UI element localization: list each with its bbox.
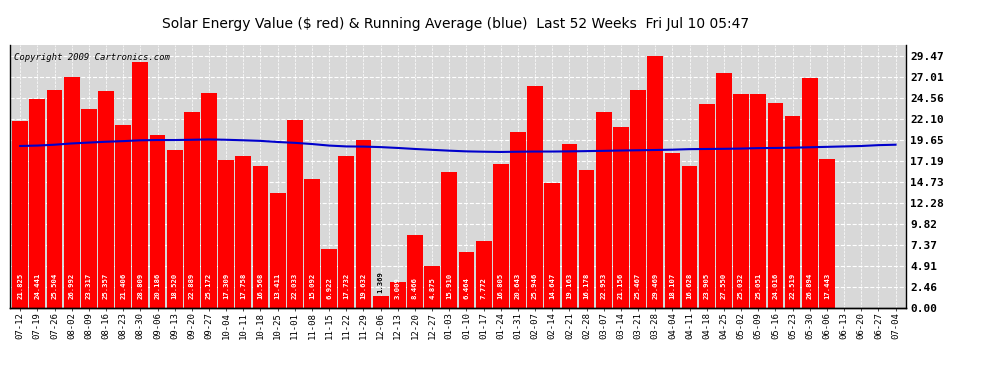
Text: 19.163: 19.163 — [566, 273, 572, 299]
Bar — [98, 92, 114, 308]
Text: 23.317: 23.317 — [86, 273, 92, 299]
Bar — [407, 236, 423, 308]
Text: 22.889: 22.889 — [189, 273, 195, 299]
Bar — [339, 156, 354, 308]
Bar — [664, 153, 680, 308]
Text: 25.051: 25.051 — [755, 273, 761, 299]
Text: 13.411: 13.411 — [274, 273, 280, 299]
Bar — [750, 94, 766, 308]
Text: 6.464: 6.464 — [463, 277, 469, 299]
Text: 20.186: 20.186 — [154, 273, 160, 299]
Bar — [47, 90, 62, 308]
Bar — [373, 296, 388, 307]
Bar — [767, 103, 783, 308]
Bar — [236, 156, 251, 308]
Bar — [476, 241, 491, 308]
Bar — [63, 78, 79, 308]
Text: 18.520: 18.520 — [171, 273, 177, 299]
Bar — [321, 249, 337, 308]
Bar — [734, 94, 749, 308]
Bar — [716, 73, 732, 308]
Text: 17.758: 17.758 — [241, 273, 247, 299]
Text: 22.033: 22.033 — [292, 273, 298, 299]
Text: 25.504: 25.504 — [51, 273, 57, 299]
Bar — [115, 125, 131, 308]
Bar — [442, 172, 457, 308]
Text: 6.922: 6.922 — [326, 277, 333, 299]
Text: 3.009: 3.009 — [395, 277, 401, 299]
Text: 4.875: 4.875 — [429, 277, 436, 299]
Text: 16.805: 16.805 — [498, 273, 504, 299]
Bar — [544, 183, 560, 308]
Bar — [218, 160, 234, 308]
Text: 16.628: 16.628 — [687, 273, 693, 299]
Text: 1.369: 1.369 — [377, 272, 384, 293]
Text: 16.178: 16.178 — [583, 273, 590, 299]
Bar — [390, 282, 406, 308]
Bar — [269, 193, 285, 308]
Text: 21.156: 21.156 — [618, 273, 624, 299]
Text: 25.467: 25.467 — [636, 273, 642, 299]
Bar — [133, 62, 148, 308]
Bar — [287, 120, 303, 308]
Text: 29.469: 29.469 — [652, 273, 658, 299]
Bar — [647, 56, 663, 308]
Text: 22.953: 22.953 — [601, 273, 607, 299]
Bar — [528, 86, 543, 308]
Bar — [510, 132, 526, 308]
Text: 17.443: 17.443 — [824, 273, 830, 299]
Text: 7.772: 7.772 — [480, 277, 487, 299]
Bar — [596, 112, 612, 308]
Text: 25.357: 25.357 — [103, 273, 109, 299]
Text: 15.092: 15.092 — [309, 273, 315, 299]
Text: 27.550: 27.550 — [721, 273, 727, 299]
Bar — [699, 104, 715, 308]
Text: 25.946: 25.946 — [532, 273, 539, 299]
Bar — [458, 252, 474, 308]
Bar — [30, 99, 46, 308]
Text: 15.910: 15.910 — [446, 273, 452, 299]
Text: 22.519: 22.519 — [790, 273, 796, 299]
Bar — [252, 166, 268, 308]
Text: 28.809: 28.809 — [138, 273, 144, 299]
Bar — [613, 127, 629, 308]
Text: 8.466: 8.466 — [412, 277, 418, 299]
Text: 24.441: 24.441 — [35, 273, 41, 299]
Bar — [785, 116, 801, 308]
Bar — [12, 122, 28, 308]
Text: 24.016: 24.016 — [772, 273, 778, 299]
Text: 25.032: 25.032 — [739, 273, 744, 299]
Text: 18.107: 18.107 — [669, 273, 675, 299]
Bar — [304, 179, 320, 308]
Text: 17.732: 17.732 — [344, 273, 349, 299]
Bar — [819, 159, 835, 308]
Bar — [802, 78, 818, 308]
Bar — [81, 109, 97, 308]
Bar — [166, 150, 182, 308]
Text: 17.309: 17.309 — [223, 273, 229, 299]
Bar — [493, 164, 509, 308]
Text: 14.647: 14.647 — [549, 273, 555, 299]
Text: 26.894: 26.894 — [807, 273, 813, 299]
Bar — [184, 112, 200, 308]
Text: 21.825: 21.825 — [17, 273, 23, 299]
Bar — [149, 135, 165, 308]
Text: 23.905: 23.905 — [704, 273, 710, 299]
Text: 26.992: 26.992 — [68, 273, 74, 299]
Bar — [355, 140, 371, 308]
Bar — [579, 170, 595, 308]
Text: 21.406: 21.406 — [120, 273, 126, 299]
Text: 19.632: 19.632 — [360, 273, 366, 299]
Text: 25.172: 25.172 — [206, 273, 212, 299]
Text: Copyright 2009 Cartronics.com: Copyright 2009 Cartronics.com — [15, 53, 170, 62]
Bar — [561, 144, 577, 308]
Text: 20.643: 20.643 — [515, 273, 521, 299]
Bar — [201, 93, 217, 308]
Text: Solar Energy Value ($ red) & Running Average (blue)  Last 52 Weeks  Fri Jul 10 0: Solar Energy Value ($ red) & Running Ave… — [161, 17, 749, 31]
Bar — [682, 166, 698, 308]
Text: 16.568: 16.568 — [257, 273, 263, 299]
Bar — [425, 266, 440, 308]
Bar — [631, 90, 646, 308]
